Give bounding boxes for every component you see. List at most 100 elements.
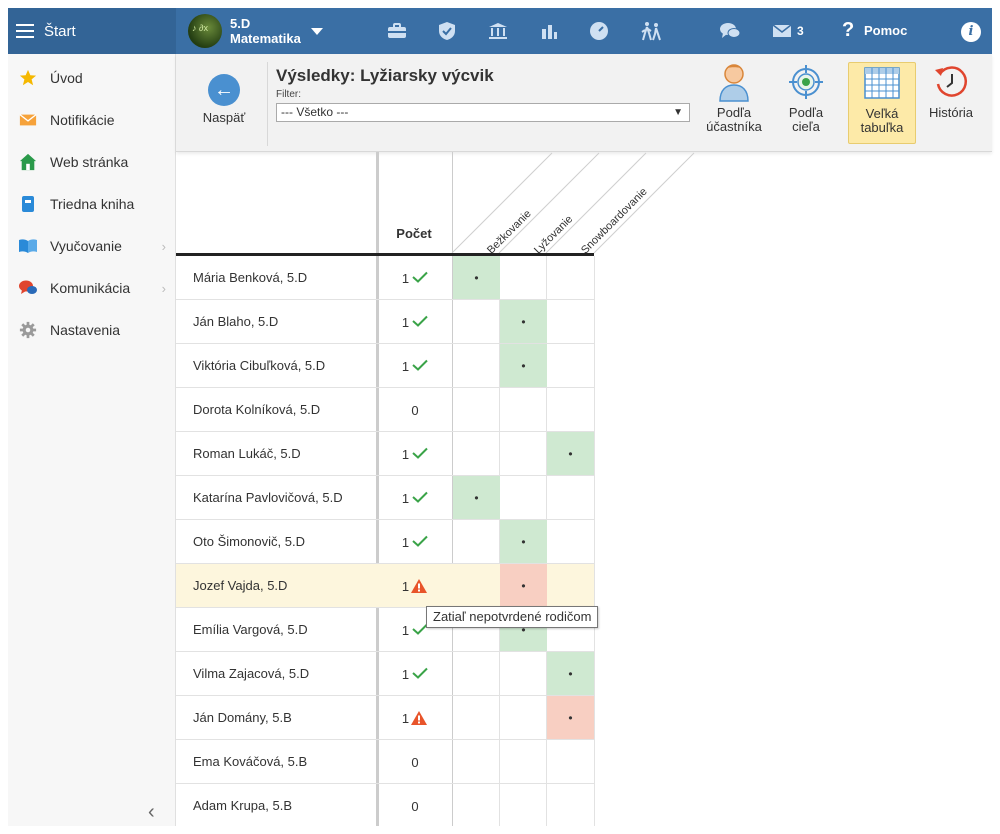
result-cell-lyžovanie[interactable] <box>500 696 547 740</box>
help-link[interactable]: Pomoc <box>864 23 908 38</box>
participant-name[interactable]: Ján Blaho, 5.D <box>193 314 279 329</box>
sidebar-item-komunikacia[interactable]: Komunikácia › <box>8 268 176 308</box>
sidebar-item-nastavenia[interactable]: Nastavenia <box>8 310 176 350</box>
result-cell-snowboardovanie[interactable]: • <box>547 652 594 696</box>
gauge-icon[interactable] <box>588 21 610 41</box>
result-cell-bežkovanie[interactable] <box>453 344 500 388</box>
result-cell-lyžovanie[interactable] <box>500 652 547 696</box>
warning-icon[interactable] <box>410 710 428 726</box>
table-row[interactable]: Jozef Vajda, 5.D 1 • <box>176 564 594 608</box>
result-cell-lyžovanie[interactable] <box>500 784 547 826</box>
filter-select[interactable]: --- Všetko --- ▼ <box>276 103 690 122</box>
sidebar-item-vyucovanie[interactable]: Vyučovanie › <box>8 226 176 266</box>
count-cell: 1 <box>378 608 452 652</box>
sidebar-item-triedna-kniha[interactable]: Triedna kniha <box>8 184 176 224</box>
result-cell-bežkovanie[interactable] <box>453 740 500 784</box>
table-row[interactable]: Adam Krupa, 5.B 0 <box>176 784 594 826</box>
result-cell-bežkovanie[interactable] <box>453 432 500 476</box>
result-cell-lyžovanie[interactable] <box>500 432 547 476</box>
participant-name[interactable]: Vilma Zajacová, 5.D <box>193 666 310 681</box>
result-cell-bežkovanie[interactable]: • <box>453 476 500 520</box>
institution-icon[interactable] <box>487 21 509 41</box>
result-cell-bežkovanie[interactable] <box>453 300 500 344</box>
result-cell-snowboardovanie[interactable] <box>547 520 594 564</box>
result-cell-snowboardovanie[interactable] <box>547 388 594 432</box>
table-row[interactable]: Viktória Cibuľková, 5.D 1 • <box>176 344 594 388</box>
warning-icon[interactable] <box>410 578 428 594</box>
briefcase-icon[interactable] <box>386 21 408 41</box>
result-cell-snowboardovanie[interactable] <box>547 476 594 520</box>
participant-name[interactable]: Jozef Vajda, 5.D <box>193 578 288 593</box>
view-big-table-button[interactable]: Veľká tabuľka <box>848 62 916 144</box>
participant-name[interactable]: Ján Domány, 5.B <box>193 710 292 725</box>
table-row[interactable]: Mária Benková, 5.D 1 • <box>176 256 594 300</box>
sidebar-item-web-stranka[interactable]: Web stránka <box>8 142 176 182</box>
result-cell-lyžovanie[interactable]: • <box>500 300 547 344</box>
back-button[interactable]: ← Naspäť <box>192 74 256 125</box>
table-row[interactable]: Oto Šimonovič, 5.D 1 • <box>176 520 594 564</box>
messages-count-badge[interactable]: 3 <box>797 24 804 38</box>
result-cell-bežkovanie[interactable]: • <box>453 256 500 300</box>
result-cell-lyžovanie[interactable]: • <box>500 344 547 388</box>
participant-name[interactable]: Ema Kováčová, 5.B <box>193 754 308 769</box>
result-cell-bežkovanie[interactable] <box>453 784 500 826</box>
filter-label: Filter: <box>276 89 301 100</box>
row-divider <box>176 475 594 476</box>
back-label: Naspäť <box>202 110 246 125</box>
result-cell-lyžovanie[interactable] <box>500 256 547 300</box>
table-row[interactable]: Ján Domány, 5.B 1 • <box>176 696 594 740</box>
result-cell-bežkovanie[interactable] <box>453 652 500 696</box>
result-cell-snowboardovanie[interactable]: • <box>547 432 594 476</box>
participant-name[interactable]: Mária Benková, 5.D <box>193 270 308 285</box>
bar-chart-icon[interactable] <box>538 21 560 41</box>
result-cell-snowboardovanie[interactable] <box>547 256 594 300</box>
view-button-label: História <box>928 105 974 120</box>
table-row[interactable]: Katarína Pavlovičová, 5.D 1 • <box>176 476 594 520</box>
result-cell-snowboardovanie[interactable] <box>547 564 594 608</box>
result-cell-snowboardovanie[interactable]: • <box>547 696 594 740</box>
class-selector[interactable]: 5.D Matematika <box>188 13 323 49</box>
main-menu-button[interactable]: Štart <box>8 8 176 54</box>
view-by-participant-button[interactable]: Podľa účastníka <box>704 62 764 144</box>
table-row[interactable]: Vilma Zajacová, 5.D 1 • <box>176 652 594 696</box>
info-icon[interactable]: i <box>961 22 981 42</box>
participant-name[interactable]: Emília Vargová, 5.D <box>193 622 308 637</box>
participant-name[interactable]: Oto Šimonovič, 5.D <box>193 534 305 549</box>
result-cell-lyžovanie[interactable]: • <box>500 564 547 608</box>
participant-name[interactable]: Dorota Kolníková, 5.D <box>193 402 321 417</box>
result-cell-snowboardovanie[interactable] <box>547 344 594 388</box>
envelope-icon[interactable] <box>771 21 793 41</box>
table-row[interactable]: Dorota Kolníková, 5.D 0 <box>176 388 594 432</box>
table-row[interactable]: Roman Lukáč, 5.D 1 • <box>176 432 594 476</box>
history-button[interactable]: História <box>924 62 978 144</box>
participant-name[interactable]: Adam Krupa, 5.B <box>193 798 292 813</box>
result-cell-snowboardovanie[interactable] <box>547 740 594 784</box>
result-mark: • <box>521 359 526 373</box>
table-row[interactable]: Ján Blaho, 5.D 1 • <box>176 300 594 344</box>
result-cell-bežkovanie[interactable] <box>453 564 500 608</box>
result-cell-lyžovanie[interactable] <box>500 388 547 432</box>
participant-name[interactable]: Katarína Pavlovičová, 5.D <box>193 490 343 505</box>
table-row[interactable]: Ema Kováčová, 5.B 0 <box>176 740 594 784</box>
result-cell-lyžovanie[interactable] <box>500 476 547 520</box>
hiking-icon[interactable] <box>640 21 662 41</box>
count-value: 1 <box>401 666 410 682</box>
sidebar-item-uvod[interactable]: Úvod <box>8 58 176 98</box>
result-cell-bežkovanie[interactable] <box>453 520 500 564</box>
sidebar-collapse-button[interactable]: ‹ <box>148 801 155 823</box>
result-cell-bežkovanie[interactable] <box>453 388 500 432</box>
result-cell-snowboardovanie[interactable] <box>547 300 594 344</box>
chat-bubbles-icon[interactable] <box>719 21 741 41</box>
dropdown-arrow-icon: ▼ <box>673 107 683 118</box>
participant-name[interactable]: Viktória Cibuľková, 5.D <box>193 358 326 373</box>
help-question-icon[interactable]: ? <box>842 19 855 41</box>
open-book-icon <box>18 236 38 256</box>
view-by-goal-button[interactable]: Podľa cieľa <box>780 62 832 144</box>
result-cell-bežkovanie[interactable] <box>453 696 500 740</box>
result-cell-snowboardovanie[interactable] <box>547 784 594 826</box>
result-cell-lyžovanie[interactable]: • <box>500 520 547 564</box>
participant-name[interactable]: Roman Lukáč, 5.D <box>193 446 301 461</box>
sidebar-item-notifikacie[interactable]: Notifikácie <box>8 100 176 140</box>
result-cell-lyžovanie[interactable] <box>500 740 547 784</box>
shield-icon[interactable] <box>436 21 458 41</box>
